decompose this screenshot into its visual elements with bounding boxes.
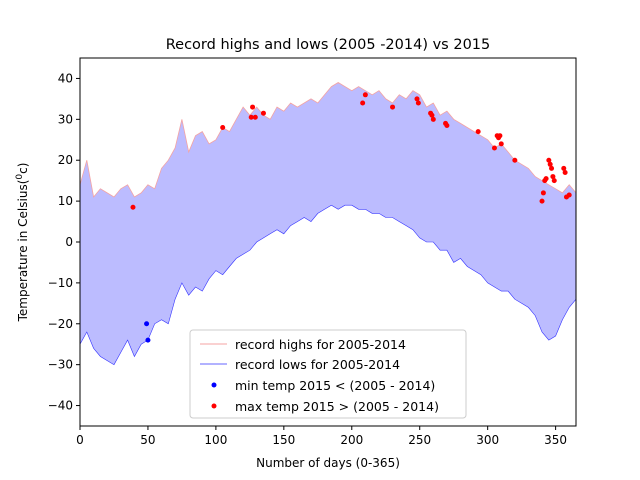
x-tick-label: 300 bbox=[476, 433, 499, 447]
point-max-2015 bbox=[362, 92, 368, 98]
point-min-2015 bbox=[145, 337, 151, 343]
point-max-2015 bbox=[130, 204, 136, 210]
point-max-2015 bbox=[248, 114, 254, 120]
x-tick-label: 0 bbox=[76, 433, 84, 447]
point-max-2015 bbox=[543, 176, 549, 182]
y-tick-label: −20 bbox=[48, 317, 73, 331]
point-max-2015 bbox=[549, 165, 555, 171]
point-max-2015 bbox=[429, 112, 435, 118]
point-max-2015 bbox=[512, 157, 518, 163]
x-axis: 0 50 100 150 200 250 300 350 bbox=[76, 426, 567, 447]
y-tick-label: −10 bbox=[48, 276, 73, 290]
range-fill bbox=[80, 82, 576, 365]
y-tick-label: 0 bbox=[65, 235, 73, 249]
point-max-2015 bbox=[498, 141, 504, 147]
y-tick-label: 40 bbox=[58, 71, 73, 85]
point-max-2015 bbox=[546, 157, 552, 163]
point-max-2015 bbox=[475, 129, 481, 135]
y-tick-label: 10 bbox=[58, 194, 73, 208]
point-max-2015 bbox=[444, 122, 450, 128]
y-axis: −40 −30 −20 −10 0 10 20 30 40 bbox=[48, 71, 80, 413]
point-max-2015 bbox=[414, 96, 420, 102]
point-max-2015 bbox=[551, 178, 557, 184]
point-max-2015 bbox=[550, 174, 556, 180]
point-max-2015 bbox=[547, 161, 553, 167]
point-max-2015 bbox=[562, 169, 568, 175]
point-max-2015 bbox=[561, 165, 567, 171]
series-line-record-lows bbox=[79, 204, 577, 366]
x-tick-label: 150 bbox=[272, 433, 295, 447]
y-axis-label-superscript: 0 bbox=[15, 174, 25, 180]
plot-area bbox=[79, 82, 577, 366]
y-axis-label: Temperature in Celsius(0c) bbox=[15, 163, 30, 323]
legend-label-lows: record lows for 2005-2014 bbox=[235, 357, 400, 372]
chart-title: Record highs and lows (2005 -2014) vs 20… bbox=[166, 37, 491, 53]
y-axis-label-suffix: c) bbox=[16, 163, 30, 174]
y-tick-label: 30 bbox=[58, 112, 73, 126]
point-max-2015 bbox=[250, 104, 256, 110]
point-max-2015 bbox=[415, 100, 421, 106]
point-max-2015 bbox=[260, 110, 266, 116]
point-max-2015 bbox=[430, 116, 436, 122]
point-max-2015 bbox=[252, 114, 258, 120]
point-max-2015 bbox=[390, 104, 396, 110]
x-tick-label: 50 bbox=[140, 433, 155, 447]
legend-label-min: min temp 2015 < (2005 - 2014) bbox=[235, 378, 435, 393]
x-tick-label: 100 bbox=[204, 433, 227, 447]
point-max-2015 bbox=[360, 100, 366, 106]
y-tick-label: 20 bbox=[58, 153, 73, 167]
point-max-2015 bbox=[220, 125, 226, 131]
x-axis-label: Number of days (0-365) bbox=[256, 456, 400, 470]
point-max-2015 bbox=[539, 198, 545, 204]
legend-box bbox=[189, 329, 467, 419]
y-tick-label: −30 bbox=[48, 358, 73, 372]
legend-label-highs: record highs for 2005-2014 bbox=[235, 337, 406, 352]
point-min-2015 bbox=[144, 321, 150, 327]
point-max-2015 bbox=[497, 133, 503, 139]
x-tick-label: 200 bbox=[340, 433, 363, 447]
x-tick-label: 350 bbox=[544, 433, 567, 447]
point-max-2015 bbox=[491, 145, 497, 151]
y-axis-label-prefix: Temperature in Celsius( bbox=[16, 180, 30, 323]
point-max-2015 bbox=[566, 192, 572, 198]
x-tick-label: 250 bbox=[408, 433, 431, 447]
legend-swatch-min bbox=[211, 382, 217, 388]
point-max-2015 bbox=[540, 190, 546, 196]
legend-swatch-max bbox=[211, 403, 217, 409]
legend: record highs for 2005-2014 record lows f… bbox=[189, 329, 467, 419]
legend-label-max: max temp 2015 > (2005 - 2014) bbox=[235, 399, 439, 414]
y-tick-label: −40 bbox=[48, 399, 73, 413]
